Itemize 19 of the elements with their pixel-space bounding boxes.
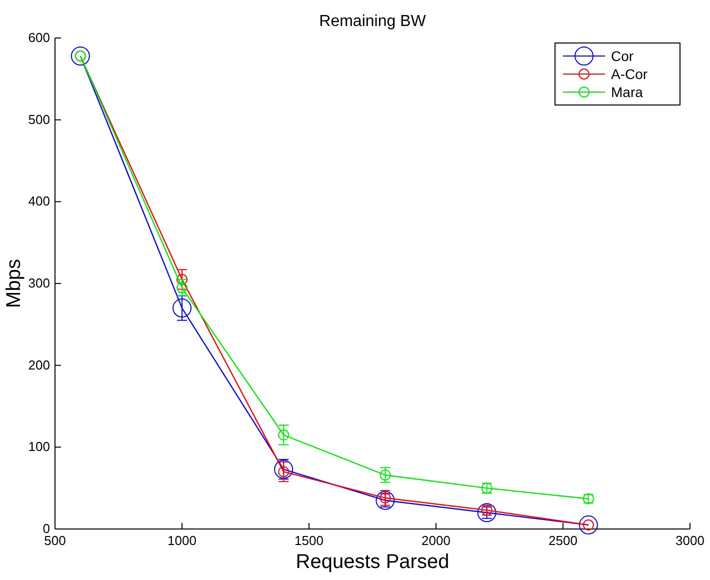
y-tick-label: 500 [28,112,50,127]
y-tick-label: 0 [42,521,50,536]
y-tick-label: 400 [28,194,50,209]
legend-label: A-Cor [611,66,648,82]
legend-label: Cor [611,48,634,64]
y-tick-label: 100 [28,439,50,454]
x-tick-label: 1000 [168,533,196,548]
chart-title: Remaining BW [319,13,427,30]
x-tick-label: 500 [44,533,66,548]
y-axis-title: Mbps [3,259,25,308]
x-tick-label: 1500 [294,533,324,548]
x-axis-title: Requests Parsed [296,551,450,573]
x-tick-label: 2500 [548,533,578,548]
x-tick-label: 2000 [422,533,450,548]
x-tick-label: 3000 [676,533,704,548]
y-tick-label: 200 [28,357,50,372]
legend-label: Mara [611,84,644,100]
y-tick-label: 600 [28,30,50,45]
y-tick-label: 300 [28,276,50,290]
